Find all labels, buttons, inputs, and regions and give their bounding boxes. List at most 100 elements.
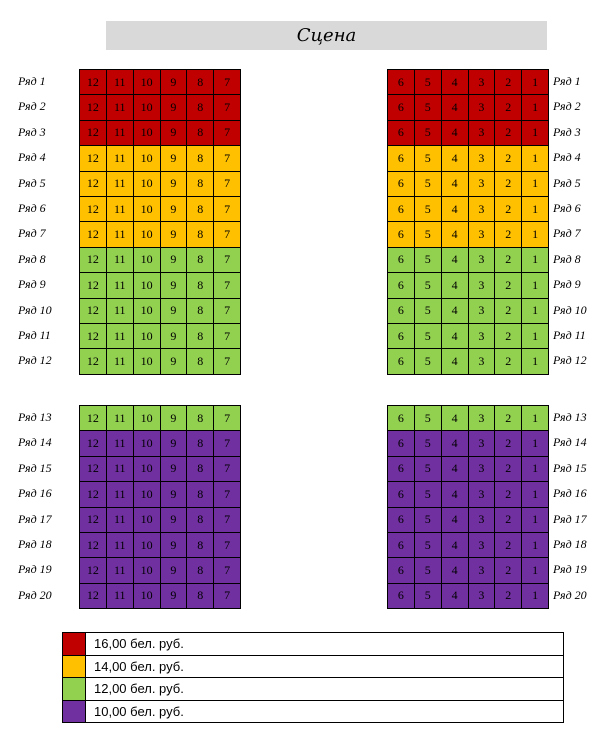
seat-row8-8[interactable]: 8 [187, 247, 215, 274]
seat-row12-2[interactable]: 2 [495, 349, 523, 375]
seat-row9-3[interactable]: 3 [468, 273, 496, 299]
seat-row13-7[interactable]: 7 [214, 406, 241, 432]
seat-row14-10[interactable]: 10 [133, 431, 161, 457]
seat-row16-9[interactable]: 9 [160, 482, 188, 508]
seat-row13-4[interactable]: 4 [441, 406, 469, 432]
seat-row20-11[interactable]: 11 [106, 583, 134, 610]
seat-row1-12[interactable]: 12 [80, 70, 107, 96]
seat-row14-3[interactable]: 3 [468, 431, 496, 457]
seat-row13-3[interactable]: 3 [468, 406, 496, 432]
seat-row20-6[interactable]: 6 [388, 583, 415, 610]
seat-row10-5[interactable]: 5 [414, 298, 442, 324]
seat-row3-7[interactable]: 7 [214, 120, 241, 147]
seat-row8-6[interactable]: 6 [388, 247, 415, 274]
seat-row1-8[interactable]: 8 [187, 70, 215, 96]
seat-row4-7[interactable]: 7 [214, 146, 241, 172]
seat-row2-9[interactable]: 9 [160, 95, 188, 121]
seat-row11-10[interactable]: 10 [133, 323, 161, 350]
seat-row15-10[interactable]: 10 [133, 456, 161, 483]
seat-row8-4[interactable]: 4 [441, 247, 469, 274]
seat-row11-2[interactable]: 2 [495, 323, 523, 350]
seat-row7-11[interactable]: 11 [106, 222, 134, 248]
seat-row12-8[interactable]: 8 [187, 349, 215, 375]
seat-row3-4[interactable]: 4 [441, 120, 469, 147]
seat-row16-2[interactable]: 2 [495, 482, 523, 508]
seat-row4-11[interactable]: 11 [106, 146, 134, 172]
seat-row9-11[interactable]: 11 [106, 273, 134, 299]
seat-row3-9[interactable]: 9 [160, 120, 188, 147]
seat-row12-1[interactable]: 1 [522, 349, 549, 375]
seat-row6-4[interactable]: 4 [441, 196, 469, 223]
seat-row9-12[interactable]: 12 [80, 273, 107, 299]
seat-row9-7[interactable]: 7 [214, 273, 241, 299]
seat-row20-3[interactable]: 3 [468, 583, 496, 610]
seat-row9-8[interactable]: 8 [187, 273, 215, 299]
seat-row11-12[interactable]: 12 [80, 323, 107, 350]
seat-row20-1[interactable]: 1 [522, 583, 549, 610]
seat-row4-1[interactable]: 1 [522, 146, 549, 172]
seat-row6-3[interactable]: 3 [468, 196, 496, 223]
seat-row6-11[interactable]: 11 [106, 196, 134, 223]
seat-row16-11[interactable]: 11 [106, 482, 134, 508]
seat-row13-9[interactable]: 9 [160, 406, 188, 432]
seat-row14-2[interactable]: 2 [495, 431, 523, 457]
seat-row19-8[interactable]: 8 [187, 558, 215, 584]
seat-row11-6[interactable]: 6 [388, 323, 415, 350]
seat-row7-10[interactable]: 10 [133, 222, 161, 248]
seat-row19-6[interactable]: 6 [388, 558, 415, 584]
seat-row7-6[interactable]: 6 [388, 222, 415, 248]
seat-row9-10[interactable]: 10 [133, 273, 161, 299]
seat-row9-2[interactable]: 2 [495, 273, 523, 299]
seat-row1-5[interactable]: 5 [414, 70, 442, 96]
seat-row5-8[interactable]: 8 [187, 171, 215, 197]
seat-row12-11[interactable]: 11 [106, 349, 134, 375]
seat-row1-4[interactable]: 4 [441, 70, 469, 96]
seat-row5-12[interactable]: 12 [80, 171, 107, 197]
seat-row4-5[interactable]: 5 [414, 146, 442, 172]
seat-row14-6[interactable]: 6 [388, 431, 415, 457]
seat-row6-1[interactable]: 1 [522, 196, 549, 223]
seat-row4-10[interactable]: 10 [133, 146, 161, 172]
seat-row14-1[interactable]: 1 [522, 431, 549, 457]
seat-row16-12[interactable]: 12 [80, 482, 107, 508]
seat-row4-3[interactable]: 3 [468, 146, 496, 172]
seat-row14-4[interactable]: 4 [441, 431, 469, 457]
seat-row5-3[interactable]: 3 [468, 171, 496, 197]
seat-row18-7[interactable]: 7 [214, 532, 241, 559]
seat-row19-9[interactable]: 9 [160, 558, 188, 584]
seat-row13-2[interactable]: 2 [495, 406, 523, 432]
seat-row18-6[interactable]: 6 [388, 532, 415, 559]
seat-row15-3[interactable]: 3 [468, 456, 496, 483]
seat-row5-5[interactable]: 5 [414, 171, 442, 197]
seat-row3-12[interactable]: 12 [80, 120, 107, 147]
seat-row4-4[interactable]: 4 [441, 146, 469, 172]
seat-row19-3[interactable]: 3 [468, 558, 496, 584]
seat-row8-2[interactable]: 2 [495, 247, 523, 274]
seat-row6-6[interactable]: 6 [388, 196, 415, 223]
seat-row17-2[interactable]: 2 [495, 507, 523, 533]
seat-row13-12[interactable]: 12 [80, 406, 107, 432]
seat-row7-2[interactable]: 2 [495, 222, 523, 248]
seat-row5-1[interactable]: 1 [522, 171, 549, 197]
seat-row11-3[interactable]: 3 [468, 323, 496, 350]
seat-row6-5[interactable]: 5 [414, 196, 442, 223]
seat-row10-3[interactable]: 3 [468, 298, 496, 324]
seat-row13-6[interactable]: 6 [388, 406, 415, 432]
seat-row11-11[interactable]: 11 [106, 323, 134, 350]
seat-row20-10[interactable]: 10 [133, 583, 161, 610]
seat-row19-2[interactable]: 2 [495, 558, 523, 584]
seat-row13-8[interactable]: 8 [187, 406, 215, 432]
seat-row17-3[interactable]: 3 [468, 507, 496, 533]
seat-row5-11[interactable]: 11 [106, 171, 134, 197]
seat-row19-4[interactable]: 4 [441, 558, 469, 584]
seat-row13-5[interactable]: 5 [414, 406, 442, 432]
seat-row18-8[interactable]: 8 [187, 532, 215, 559]
seat-row11-9[interactable]: 9 [160, 323, 188, 350]
seat-row20-5[interactable]: 5 [414, 583, 442, 610]
seat-row1-3[interactable]: 3 [468, 70, 496, 96]
seat-row10-1[interactable]: 1 [522, 298, 549, 324]
seat-row20-2[interactable]: 2 [495, 583, 523, 610]
seat-row9-4[interactable]: 4 [441, 273, 469, 299]
seat-row17-1[interactable]: 1 [522, 507, 549, 533]
seat-row2-1[interactable]: 1 [522, 95, 549, 121]
